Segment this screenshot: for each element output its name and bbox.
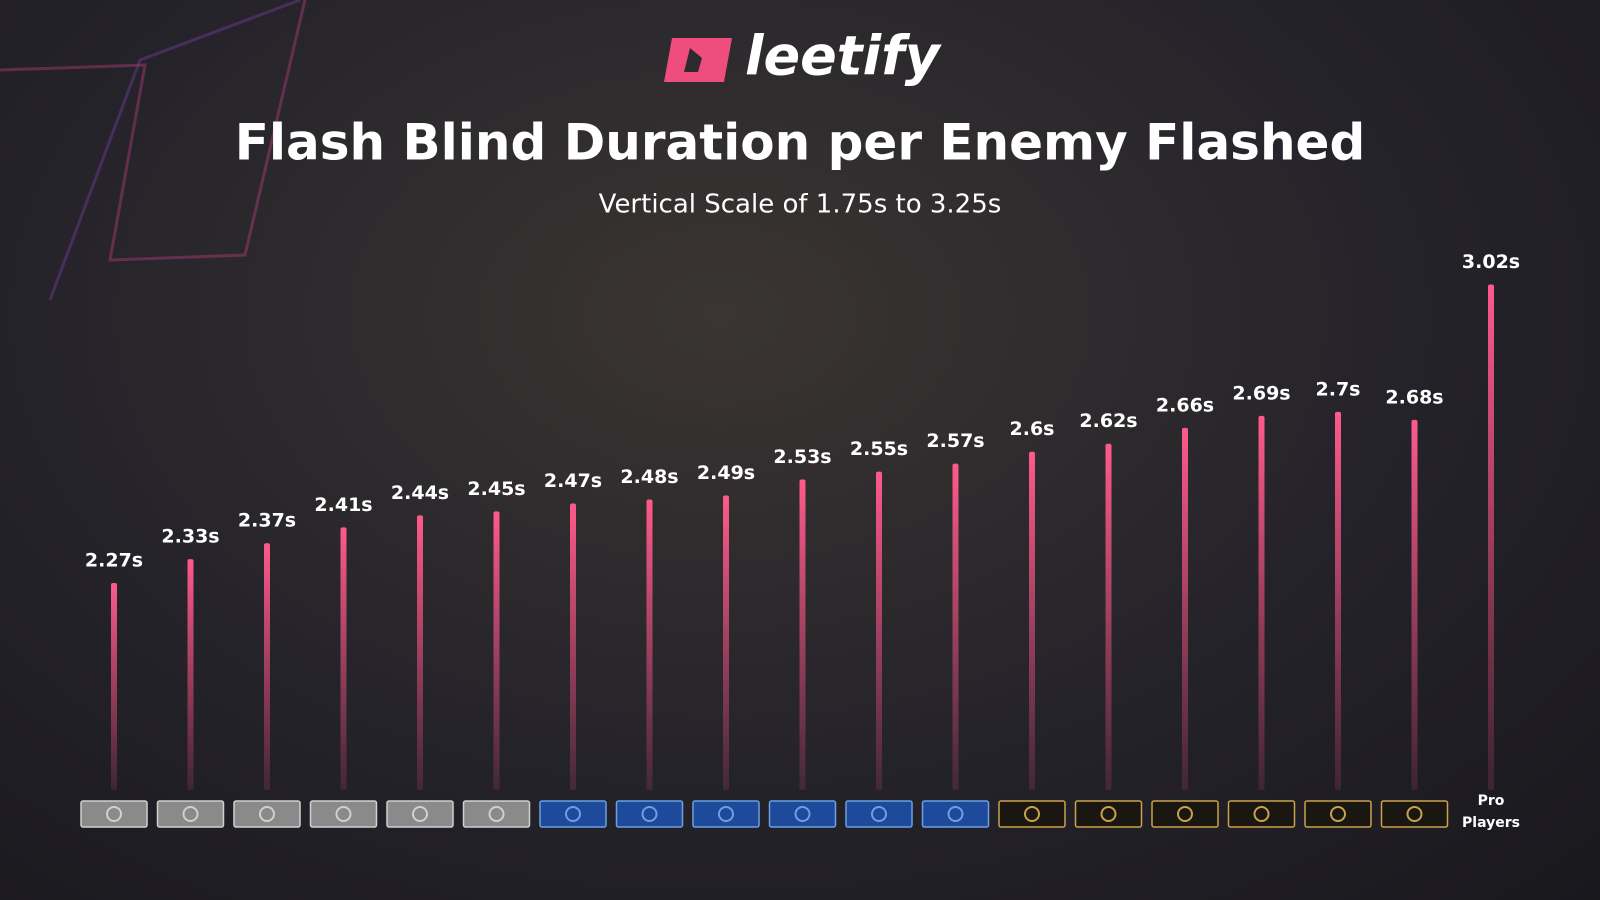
decor (48, 0, 301, 301)
rank-badge (1380, 800, 1449, 828)
rank-icon (1100, 806, 1117, 822)
value-label: 2.53s (773, 446, 831, 468)
rank-badge (1227, 800, 1296, 828)
bar (1335, 411, 1341, 790)
rank-badge (768, 800, 837, 828)
value-label: 2.6s (1010, 418, 1055, 440)
rank-icon (259, 806, 275, 822)
value-label: 2.37s (238, 510, 296, 532)
rank-icon (1406, 806, 1423, 822)
rank-icon (1330, 806, 1346, 822)
rank-badge (921, 800, 990, 828)
rank-icon (641, 806, 658, 822)
rank-badge (386, 800, 454, 828)
value-label: 2.47s (544, 470, 602, 492)
rank-badge (1151, 800, 1219, 828)
category-label: Pro Players (1462, 793, 1520, 831)
bar (799, 479, 806, 790)
rank-icon (794, 806, 811, 822)
rank-icon (947, 806, 964, 822)
value-label: 2.68s (1385, 386, 1443, 408)
bar (187, 559, 194, 790)
decor (0, 0, 307, 262)
bar (1105, 443, 1112, 790)
value-label: 2.55s (850, 438, 908, 460)
rank-icon (718, 806, 734, 822)
bar (1411, 419, 1418, 790)
rank-badge (615, 800, 684, 828)
bar (1029, 451, 1035, 790)
rank-icon (871, 806, 887, 822)
bar (111, 583, 117, 790)
bar (1182, 427, 1188, 790)
rank-badge (80, 800, 148, 828)
rank-icon (106, 806, 122, 822)
bar (340, 527, 347, 790)
chart-subtitle: Vertical Scale of 1.75s to 3.25s (599, 190, 1002, 220)
value-label: 2.62s (1079, 410, 1137, 432)
rank-icon (182, 806, 199, 822)
rank-icon (565, 806, 581, 822)
rank-badge (156, 800, 225, 828)
rank-badge (539, 800, 607, 828)
bar (1488, 284, 1494, 790)
logo: leetify (745, 25, 943, 88)
rank-badge (1074, 800, 1143, 828)
chart-title: Flash Blind Duration per Enemy Flashed (235, 114, 1366, 172)
value-label: 2.66s (1156, 394, 1214, 416)
rank-icon (1177, 806, 1193, 822)
value-label: 2.7s (1316, 378, 1361, 400)
rank-badge (309, 800, 378, 828)
value-label: 2.49s (697, 462, 755, 484)
rank-icon (1253, 806, 1270, 822)
bar (646, 499, 653, 790)
bar (417, 515, 423, 790)
bar (876, 471, 882, 790)
bar (570, 503, 576, 790)
bar (723, 495, 729, 790)
bar (264, 543, 270, 790)
rank-badge (845, 800, 913, 828)
rank-icon (488, 806, 505, 822)
value-label: 2.69s (1232, 382, 1290, 404)
bar (493, 511, 500, 790)
value-label: 2.27s (85, 550, 143, 572)
value-label: 3.02s (1462, 251, 1520, 273)
value-label: 2.41s (314, 494, 372, 516)
value-label: 2.45s (467, 478, 525, 500)
rank-badge (233, 800, 301, 828)
value-label: 2.44s (391, 482, 449, 504)
rank-badge (692, 800, 760, 828)
bar (952, 463, 959, 790)
bar (1258, 415, 1265, 790)
logo-mark (664, 38, 732, 82)
rank-icon (335, 806, 352, 822)
rank-icon (412, 806, 428, 822)
rank-icon (1024, 806, 1040, 822)
value-label: 2.33s (161, 526, 219, 548)
value-label: 2.57s (926, 430, 984, 452)
rank-badge (1304, 800, 1372, 828)
rank-badge (462, 800, 531, 828)
rank-badge (998, 800, 1066, 828)
value-label: 2.48s (620, 466, 678, 488)
